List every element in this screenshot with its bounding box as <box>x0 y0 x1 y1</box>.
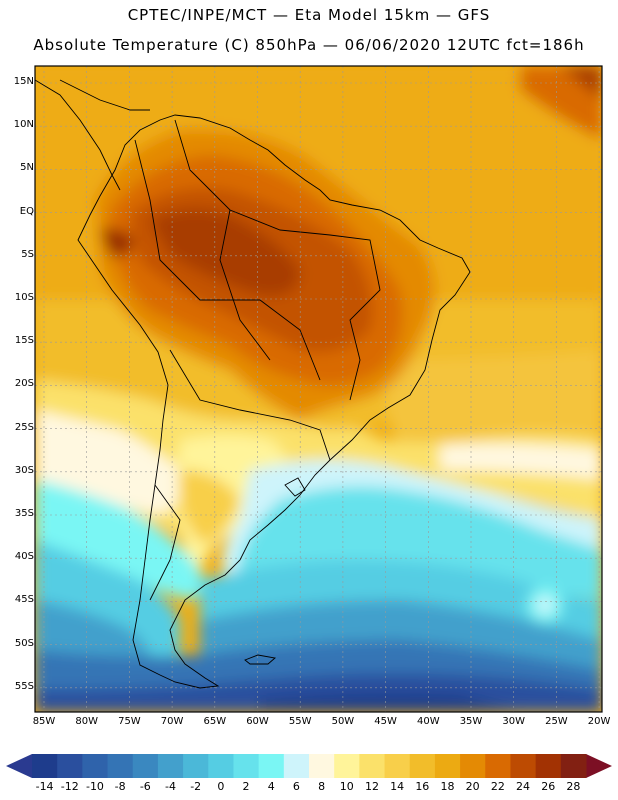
lon-label: 45W <box>374 716 397 727</box>
lat-label: 10N <box>13 119 34 131</box>
lon-label: 80W <box>75 716 98 727</box>
lon-label: 20W <box>587 716 611 727</box>
colorbar-segment <box>57 754 83 778</box>
colorbar-label: 6 <box>292 780 300 793</box>
colorbar-segment <box>32 754 58 778</box>
south-america-coastline <box>77 114 471 689</box>
central-america-coast <box>35 79 121 191</box>
inland-border-4 <box>219 209 271 361</box>
colorbar-segment <box>460 754 486 778</box>
title-line-1: CPTEC/INPE/MCT — Eta Model 15km — GFS <box>127 6 491 24</box>
inland-border-2 <box>134 139 321 381</box>
colorbar-segment <box>283 754 310 778</box>
colorbar-label: -14 <box>35 780 54 793</box>
colorbar-label: 16 <box>415 780 430 793</box>
colorbar-label: 22 <box>490 780 505 793</box>
colorbar-segment <box>560 754 587 778</box>
colorbar-label: 18 <box>440 780 455 793</box>
colorbar-under-arrow <box>6 754 32 778</box>
lon-label: 85W <box>32 716 56 727</box>
coastlines <box>35 79 471 689</box>
colorbar <box>6 754 612 778</box>
lat-label: 40S <box>14 551 34 563</box>
lon-label: 60W <box>246 716 269 727</box>
lat-label: 15S <box>14 335 34 347</box>
colorbar-label: -4 <box>165 780 176 793</box>
colorbar-segment <box>183 754 209 778</box>
lat-label: 5S <box>21 248 34 260</box>
lon-label: 70W <box>160 716 184 727</box>
colorbar-label: 4 <box>267 780 275 793</box>
colorbar-label: 2 <box>242 780 250 793</box>
colorbar-segment <box>485 754 511 778</box>
colorbar-segment <box>157 754 184 778</box>
colorbar-over-arrow <box>586 754 612 778</box>
lat-label: 20S <box>14 378 34 390</box>
colorbar-label: 12 <box>364 780 379 793</box>
colorbar-label: -2 <box>190 780 202 793</box>
inland-border-5 <box>149 484 181 601</box>
colorbar-segment <box>309 754 335 778</box>
colorbar-segment <box>510 754 537 778</box>
colorbar-segment <box>409 754 436 778</box>
inland-border-3 <box>169 349 331 461</box>
colorbar-label: 10 <box>339 780 354 793</box>
lon-label: 65W <box>203 716 227 727</box>
colorbar-segment <box>334 754 360 778</box>
colorbar-label: -6 <box>139 780 151 793</box>
title-line-2: Absolute Temperature (C) 850hPa — 06/06/… <box>33 36 585 54</box>
colorbar-label: 20 <box>465 780 480 793</box>
colorbar-segment <box>359 754 386 778</box>
colorbar-segment <box>434 754 461 778</box>
colorbar-label: 24 <box>516 780 531 793</box>
colorbar-segment <box>82 754 109 778</box>
temperature-field <box>35 66 602 712</box>
lat-label: EQ <box>19 205 34 217</box>
caribbean-coast <box>59 79 150 111</box>
inland-border-1 <box>174 119 381 401</box>
colorbar-label: 0 <box>217 780 225 793</box>
colorbar-label: -12 <box>60 780 79 793</box>
colorbar-label: 28 <box>566 780 581 793</box>
colorbar-segment <box>208 754 234 778</box>
lon-label: 35W <box>459 716 483 727</box>
lat-label: 50S <box>14 637 34 649</box>
lat-label: 5N <box>20 162 34 174</box>
lat-label: 10S <box>14 292 34 303</box>
lat-label: 45S <box>14 594 34 606</box>
colorbar-label: -10 <box>85 780 104 793</box>
lon-label: 55W <box>288 716 312 727</box>
lat-label: 55S <box>14 680 34 692</box>
colorbar-segment <box>107 754 134 778</box>
lon-label: 30W <box>502 716 525 727</box>
colorbar-label: -8 <box>114 780 126 793</box>
lat-label: 35S <box>14 508 34 519</box>
lon-label: 40W <box>416 716 440 727</box>
lat-label: 25S <box>14 421 34 433</box>
colorbar-segment <box>258 754 285 778</box>
lon-label: 75W <box>118 716 141 727</box>
lagoa-uy <box>284 477 306 497</box>
colorbar-label: 14 <box>390 780 405 793</box>
map-frame <box>34 65 603 713</box>
colorbar-segment <box>535 754 562 778</box>
colorbar-segment <box>233 754 260 778</box>
lat-label: 30S <box>14 464 34 476</box>
lon-label: 25W <box>545 716 568 727</box>
lat-label: 15N <box>13 76 34 87</box>
lon-label: 50W <box>331 716 355 727</box>
colorbar-label: 26 <box>541 780 556 793</box>
colorbar-label: 8 <box>318 780 326 793</box>
colorbar-segment <box>132 754 159 778</box>
falklands <box>244 654 277 665</box>
colorbar-segment <box>384 754 411 778</box>
